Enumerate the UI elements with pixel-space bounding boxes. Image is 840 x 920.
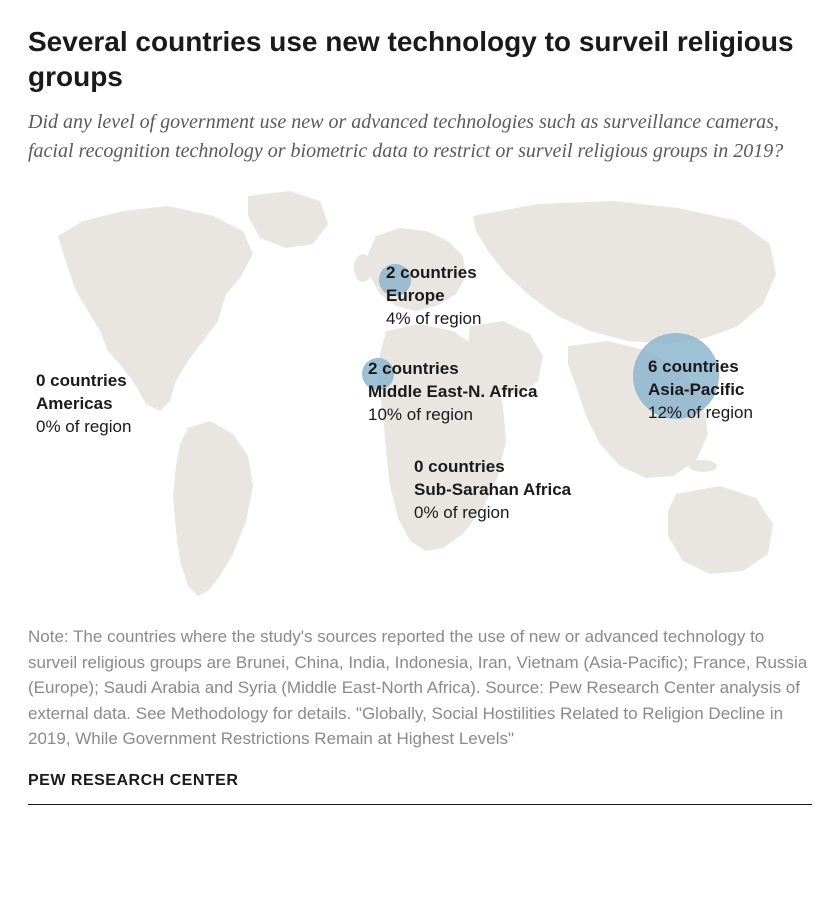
label-count-mena: 2 countries <box>368 358 537 381</box>
chart-attribution: PEW RESEARCH CENTER <box>28 772 812 790</box>
label-ssa: 0 countriesSub-Sarahan Africa0% of regio… <box>414 456 571 525</box>
label-count-asia: 6 countries <box>648 356 753 379</box>
label-count-ssa: 0 countries <box>414 456 571 479</box>
label-pct-mena: 10% of region <box>368 404 537 427</box>
label-region-mena: Middle East-N. Africa <box>368 381 537 404</box>
label-pct-americas: 0% of region <box>36 416 131 439</box>
label-region-asia: Asia-Pacific <box>648 379 753 402</box>
label-americas: 0 countriesAmericas0% of region <box>36 370 131 439</box>
chart-subhead: Did any level of government use new or a… <box>28 108 812 166</box>
label-count-europe: 2 countries <box>386 262 481 285</box>
label-count-americas: 0 countries <box>36 370 131 393</box>
label-region-europe: Europe <box>386 285 481 308</box>
world-map: 0 countriesAmericas0% of region2 countri… <box>28 176 812 606</box>
chart-headline: Several countries use new technology to … <box>28 24 812 94</box>
label-europe: 2 countriesEurope4% of region <box>386 262 481 331</box>
label-region-ssa: Sub-Sarahan Africa <box>414 479 571 502</box>
chart-note: Note: The countries where the study's so… <box>28 624 812 752</box>
label-pct-ssa: 0% of region <box>414 502 571 525</box>
label-region-americas: Americas <box>36 393 131 416</box>
label-asia: 6 countriesAsia-Pacific12% of region <box>648 356 753 425</box>
label-pct-asia: 12% of region <box>648 402 753 425</box>
bottom-rule <box>28 804 812 805</box>
label-pct-europe: 4% of region <box>386 308 481 331</box>
label-mena: 2 countriesMiddle East-N. Africa10% of r… <box>368 358 537 427</box>
